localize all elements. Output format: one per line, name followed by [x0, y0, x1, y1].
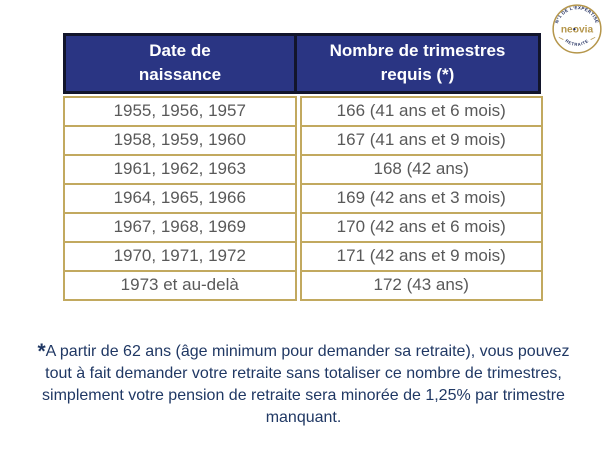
- neovia-badge-icon: N°1 DE L'EXPERTISE RETRAITE neovia: [552, 4, 602, 54]
- table-row: 1964, 1965, 1966 169 (42 ans et 3 mois): [63, 183, 543, 214]
- table-row: 1958, 1959, 1960 167 (41 ans et 9 mois): [63, 125, 543, 156]
- table-row: 1961, 1962, 1963 168 (42 ans): [63, 154, 543, 185]
- retirement-quarters-table: Date de naissance Nombre de trimestres r…: [63, 33, 543, 301]
- logo-brand-text: neovia: [561, 24, 594, 35]
- header-line: Nombre de trimestres: [329, 41, 506, 60]
- logo-arc-bottom-text: RETRAITE: [564, 38, 589, 47]
- cell-quarters-required: 167 (41 ans et 9 mois): [297, 125, 543, 156]
- table-row: 1967, 1968, 1969 170 (42 ans et 6 mois): [63, 212, 543, 243]
- table-row: 1973 et au-delà 172 (43 ans): [63, 270, 543, 301]
- cell-quarters-required: 171 (42 ans et 9 mois): [297, 241, 543, 272]
- cell-quarters-required: 172 (43 ans): [297, 270, 543, 301]
- neovia-logo: N°1 DE L'EXPERTISE RETRAITE neovia: [552, 4, 602, 54]
- cell-birth-years: 1961, 1962, 1963: [63, 154, 302, 185]
- header-line: Date de: [149, 41, 211, 60]
- footnote-asterisk: *: [37, 340, 46, 363]
- cell-quarters-required: 168 (42 ans): [297, 154, 543, 185]
- cell-birth-years: 1958, 1959, 1960: [63, 125, 302, 156]
- header-nombre-trimestres: Nombre de trimestres requis (*): [297, 33, 541, 94]
- cell-quarters-required: 170 (42 ans et 6 mois): [297, 212, 543, 243]
- footnote-text: A partir de 62 ans (âge minimum pour dem…: [42, 343, 570, 426]
- logo-eye-dot: [573, 28, 576, 31]
- table-body: 1955, 1956, 1957 166 (41 ans et 6 mois) …: [63, 96, 543, 301]
- cell-birth-years: 1967, 1968, 1969: [63, 212, 302, 243]
- header-line: requis (*): [380, 65, 455, 84]
- cell-quarters-required: 166 (41 ans et 6 mois): [297, 96, 543, 127]
- table-row: 1970, 1971, 1972 171 (42 ans et 9 mois): [63, 241, 543, 272]
- footnote: *A partir de 62 ans (âge minimum pour de…: [26, 341, 582, 429]
- header-date-de-naissance: Date de naissance: [63, 33, 297, 94]
- header-line: naissance: [138, 65, 222, 84]
- cell-quarters-required: 169 (42 ans et 3 mois): [297, 183, 543, 214]
- table-header-row: Date de naissance Nombre de trimestres r…: [63, 33, 541, 94]
- table-row: 1955, 1956, 1957 166 (41 ans et 6 mois): [63, 96, 543, 127]
- cell-birth-years: 1964, 1965, 1966: [63, 183, 302, 214]
- cell-birth-years: 1955, 1956, 1957: [63, 96, 302, 127]
- cell-birth-years: 1973 et au-delà: [63, 270, 302, 301]
- svg-text:RETRAITE: RETRAITE: [564, 38, 589, 47]
- cell-birth-years: 1970, 1971, 1972: [63, 241, 302, 272]
